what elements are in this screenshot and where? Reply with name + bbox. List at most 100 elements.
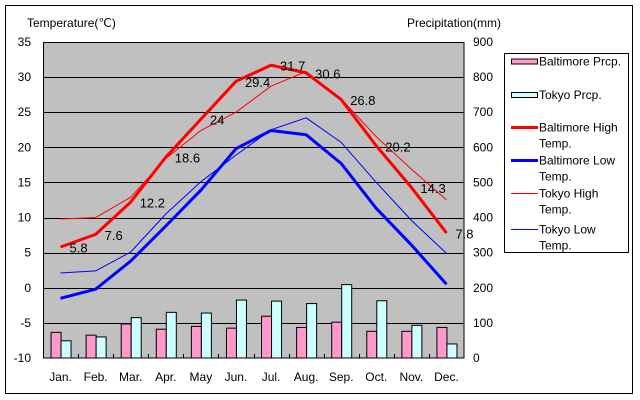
bar-baltimore-prcp (225, 327, 237, 359)
bar-tokyo-prcp (446, 343, 458, 359)
legend-label: Baltimore Low (539, 154, 615, 168)
data-label: 18.6 (175, 151, 200, 166)
x-tick-label: Sep. (329, 370, 354, 384)
data-label: 7.8 (455, 227, 473, 242)
y-tick-label: 35 (18, 35, 32, 49)
x-tick-label: Aug. (294, 370, 319, 384)
data-label: 31.7 (280, 59, 305, 74)
data-label: 29.4 (245, 75, 270, 90)
legend-label: Temp. (539, 137, 572, 151)
x-tick-label: Dec. (434, 370, 459, 384)
legend-swatch (511, 58, 538, 65)
plot-border (43, 42, 465, 359)
bar-baltimore-prcp (50, 331, 62, 359)
x-tick-label: Apr. (155, 370, 176, 384)
y-axis-tick-labels: 35 30 25 20 15 10 5 0 -5 -10 (14, 35, 32, 365)
bar-tokyo-prcp (411, 324, 423, 359)
data-label: 20.2 (385, 139, 410, 154)
bar-baltimore-prcp (331, 321, 343, 359)
line-series (59, 63, 448, 300)
y-tick-label: 10 (18, 211, 32, 225)
bar-baltimore-prcp (296, 326, 308, 359)
bar-tokyo-prcp (235, 299, 247, 359)
bar-tokyo-prcp (200, 312, 212, 359)
data-labels: 5.8 7.6 12.2 18.6 24 29.4 31.7 30.6 26.8 20.2 14.3… (70, 59, 474, 256)
bar-tokyo-prcp (130, 317, 142, 359)
x-tick-label: Mar. (119, 370, 142, 384)
y-tick-label: 20 (18, 140, 32, 154)
legend-label: Temp. (539, 239, 572, 253)
bar-baltimore-prcp (190, 325, 202, 359)
y2-axis-tick-labels: 900 800 700 600 500 400 300 200 100 0 (473, 35, 493, 365)
gridlines (43, 77, 464, 324)
x-tick-label: Jul. (262, 370, 281, 384)
legend-label: Tokyo Prcp. (539, 88, 602, 102)
data-label: 24 (210, 113, 224, 128)
y-tick-label: -5 (20, 316, 31, 330)
legend-item-baltimore-low-temp: Baltimore Low Temp. (511, 154, 615, 184)
x-axis-tick-labels: Jan. Feb. Mar. Apr. May Jun. Jul. Aug. Sep. Oct. N… (49, 370, 459, 384)
bar-tokyo-prcp (376, 300, 388, 359)
series-line-baltimore-high-temp (59, 63, 448, 249)
legend-item-baltimore-prcp: Baltimore Prcp. (511, 55, 621, 69)
bar-baltimore-prcp (85, 334, 97, 359)
bar-tokyo-prcp (165, 311, 177, 359)
bar-baltimore-prcp (401, 330, 413, 359)
data-label: 7.6 (105, 228, 123, 243)
bar-baltimore-prcp (261, 315, 273, 359)
bar-baltimore-prcp (436, 326, 448, 359)
x-tick-label: Feb. (84, 370, 108, 384)
plot-area (43, 42, 464, 358)
bar-baltimore-prcp (366, 330, 378, 359)
y2-tick-label: 300 (473, 246, 493, 260)
x-tick-label: Oct. (365, 370, 387, 384)
x-tick-label: Jun. (225, 370, 248, 384)
data-label: 26.8 (350, 93, 375, 108)
legend-item-tokyo-prcp: Tokyo Prcp. (511, 88, 602, 102)
legend-label: Temp. (539, 170, 572, 184)
y-tick-label: 15 (18, 175, 32, 189)
series-line-tokyo-high-temp (60, 71, 447, 220)
data-label: 12.2 (140, 196, 165, 211)
y2-tick-label: 0 (473, 351, 480, 365)
legend-item-tokyo-high-temp: Tokyo High Temp. (511, 187, 598, 217)
bar-tokyo-prcp (271, 300, 283, 359)
y2-tick-label: 800 (473, 70, 493, 84)
series-line-tokyo-low-temp (60, 117, 447, 274)
data-label: 30.6 (315, 66, 340, 81)
legend-label: Baltimore Prcp. (539, 55, 621, 69)
bar-baltimore-prcp (155, 328, 167, 359)
y2-axis-title: Precipitation(mm) (407, 16, 501, 30)
bar-series (50, 284, 458, 359)
y-tick-label: 25 (18, 105, 32, 119)
legend-item-baltimore-high-temp: Baltimore High Temp. (511, 121, 618, 151)
data-label: 14.3 (420, 181, 445, 196)
legend-label: Tokyo High (539, 187, 598, 201)
bar-tokyo-prcp (306, 303, 318, 359)
legend-item-tokyo-low-temp: Tokyo Low Temp. (511, 223, 596, 253)
legend-label: Baltimore High (539, 121, 618, 135)
legend-label: Tokyo Low (539, 223, 596, 237)
y2-tick-label: 100 (473, 316, 493, 330)
x-tick-label: Nov. (399, 370, 423, 384)
legend: Baltimore Prcp. Tokyo Prcp. Baltimore High… (504, 53, 629, 253)
bar-baltimore-prcp (120, 323, 132, 359)
y-tick-label: 30 (18, 70, 32, 84)
legend-swatch (511, 92, 538, 98)
x-axis-ticks (78, 354, 430, 358)
data-label: 5.8 (70, 241, 88, 256)
x-tick-label: Jan. (49, 370, 72, 384)
series-line-baltimore-low-temp (60, 129, 448, 300)
y2-tick-label: 500 (473, 175, 493, 189)
legend-label: Temp. (539, 203, 572, 217)
y-tick-label: -10 (14, 351, 32, 365)
y2-tick-label: 200 (473, 281, 493, 295)
y2-tick-label: 400 (473, 211, 493, 225)
y-axis-title: Temperature(℃) (27, 16, 116, 30)
y2-tick-label: 600 (473, 140, 493, 154)
x-tick-label: May (190, 370, 213, 384)
bar-tokyo-prcp (60, 340, 72, 359)
bar-tokyo-prcp (341, 284, 353, 359)
y2-tick-label: 900 (473, 35, 493, 49)
